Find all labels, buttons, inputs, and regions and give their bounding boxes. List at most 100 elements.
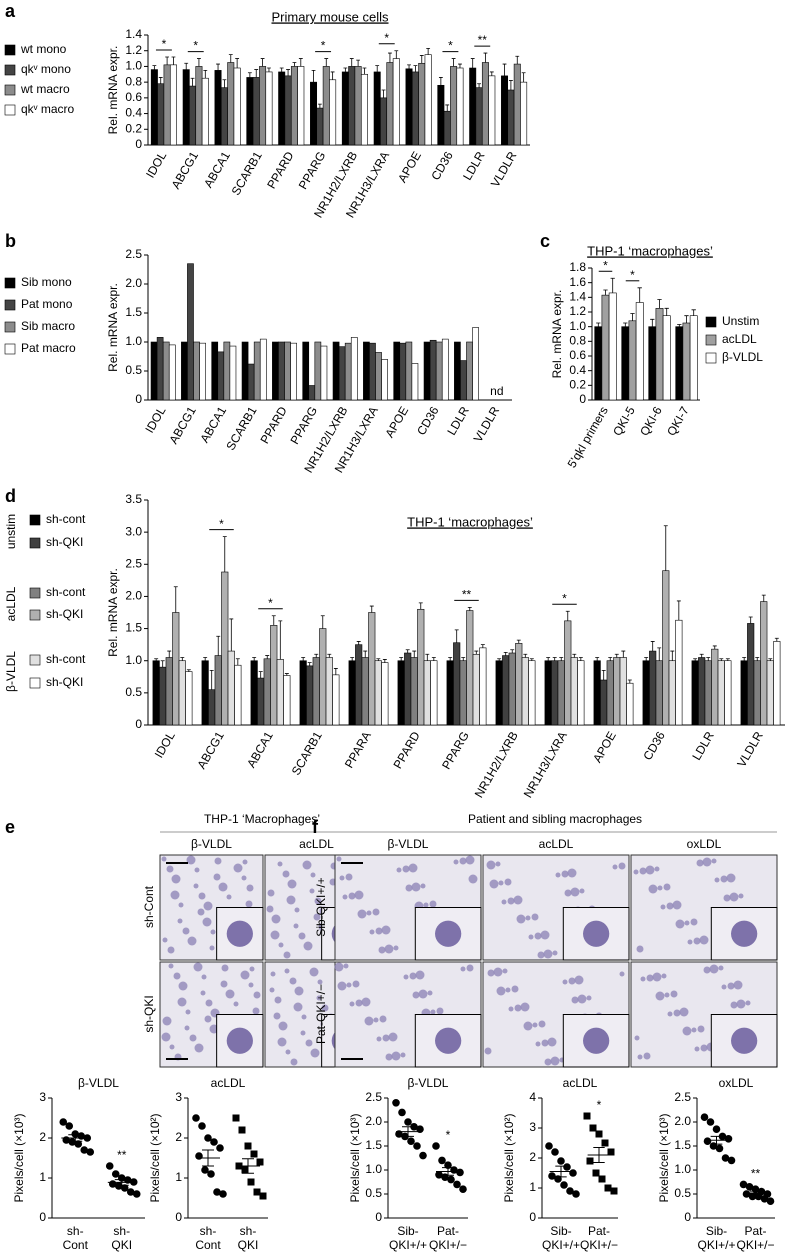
cell [202,917,212,927]
legend-label: sh-cont [46,585,86,599]
point [700,1113,709,1121]
cell [646,974,654,982]
bar [704,660,712,726]
error-bar [381,89,386,98]
error-bar [271,615,276,626]
legend-label: qkᵛ macro [21,102,75,116]
cell [738,893,744,899]
error-bar [216,635,221,656]
cell [711,858,717,864]
bar [717,660,725,726]
error-bar [388,52,392,63]
cell [664,992,670,998]
bar [469,67,477,146]
point [65,1122,74,1130]
bar [441,338,449,401]
bar [655,308,664,401]
error-bar [180,657,185,661]
cell [619,971,625,977]
y-tick-label: 3 [39,1090,46,1104]
point [569,1169,577,1177]
cell [187,936,197,946]
cell [655,991,665,1001]
cell [682,1026,692,1036]
x-tick-label: APOE [590,729,619,765]
bar [460,360,467,401]
bar [208,689,216,726]
bar [306,665,314,726]
point [444,1161,452,1169]
cell [552,950,558,956]
point [219,1190,227,1198]
error-bar [184,62,189,70]
cell [171,874,181,884]
bar [241,341,249,401]
cell [337,981,347,991]
bar [411,71,419,146]
error-bar [451,58,456,67]
cell [271,914,281,924]
x-tick-label: ABCG1 [194,729,227,772]
cell [170,890,180,900]
error-bar [382,659,387,663]
bar [760,601,768,726]
cell [348,892,356,900]
error-bar [508,80,513,90]
legend-swatch [29,587,41,599]
error-bar [663,525,668,571]
error-bar [376,658,381,661]
cell [498,880,504,886]
error-bar [167,650,172,658]
point [551,1148,559,1156]
bar [648,326,657,401]
y-axis-label: Pixels/cell (×10³) [657,1113,671,1202]
error-bar [197,58,201,67]
cell [402,865,410,873]
cell [246,884,254,892]
cell [361,997,371,1007]
error-bar [477,83,481,88]
error-bar [356,641,361,645]
cell [241,875,247,881]
cell [310,1048,320,1058]
inset-cell [435,1027,462,1054]
error-bar [657,299,662,309]
error-bar [317,103,322,109]
bar [544,660,552,726]
cell [672,900,682,910]
bar [392,58,400,146]
error-bar [260,58,265,67]
bar [424,54,432,146]
point [68,1138,77,1146]
error-bar [474,650,479,655]
sem-bar [442,1167,454,1176]
error-bar [343,67,348,72]
cell [568,977,576,985]
point [724,1135,733,1143]
point [745,1183,754,1191]
error-bar [712,645,717,650]
sem-bar [68,1134,83,1142]
bar [150,69,158,146]
bar [593,660,601,726]
point [456,1168,464,1177]
point [126,1188,135,1196]
y-tick-label: 0.5 [125,685,142,699]
legend-label: Sib mono [21,275,72,289]
cell [699,935,709,945]
cell [466,964,474,972]
bar [302,341,310,401]
cell [691,1027,697,1033]
inset-cell [731,1027,758,1054]
cell [203,901,213,911]
bar [381,359,388,401]
error-bar [160,660,165,668]
error-bar [657,647,662,661]
bar [233,67,241,146]
cell [643,1052,651,1060]
bar [564,620,572,726]
cell [169,1044,175,1050]
cell [544,1058,552,1066]
error-bar [578,657,583,661]
cell [173,972,181,980]
